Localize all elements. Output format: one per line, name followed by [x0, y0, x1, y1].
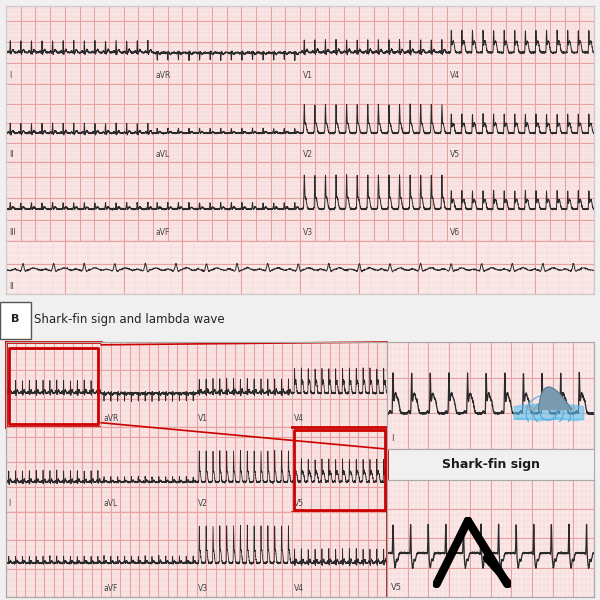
PathPatch shape	[539, 387, 572, 410]
Text: V1: V1	[303, 71, 313, 80]
Text: V4: V4	[450, 71, 460, 80]
Text: V5: V5	[293, 499, 304, 508]
Text: Shark-fin sign and lambda wave: Shark-fin sign and lambda wave	[34, 313, 225, 326]
Text: I: I	[8, 499, 10, 508]
Text: V5: V5	[450, 149, 460, 158]
Text: II: II	[9, 283, 13, 292]
Text: B: B	[11, 314, 20, 325]
Text: V3: V3	[303, 228, 313, 237]
Text: II: II	[9, 149, 13, 158]
Polygon shape	[525, 407, 575, 410]
Text: aVL: aVL	[103, 499, 118, 508]
Text: aVF: aVF	[156, 228, 170, 237]
Text: V2: V2	[303, 149, 313, 158]
Text: aVL: aVL	[156, 149, 170, 158]
Text: Shark-fin sign: Shark-fin sign	[442, 458, 539, 471]
Text: V2: V2	[199, 499, 208, 508]
Text: V3: V3	[199, 584, 209, 593]
Text: aVR: aVR	[103, 414, 119, 423]
Text: I: I	[391, 434, 394, 443]
FancyBboxPatch shape	[0, 302, 31, 338]
Text: V4: V4	[293, 414, 304, 423]
Text: V4: V4	[293, 584, 304, 593]
Text: V6: V6	[450, 228, 460, 237]
Text: aVF: aVF	[103, 584, 118, 593]
Text: III: III	[9, 228, 16, 237]
Text: V5: V5	[391, 583, 402, 592]
Text: I: I	[9, 71, 11, 80]
Text: aVR: aVR	[156, 71, 172, 80]
Text: V1: V1	[199, 414, 208, 423]
